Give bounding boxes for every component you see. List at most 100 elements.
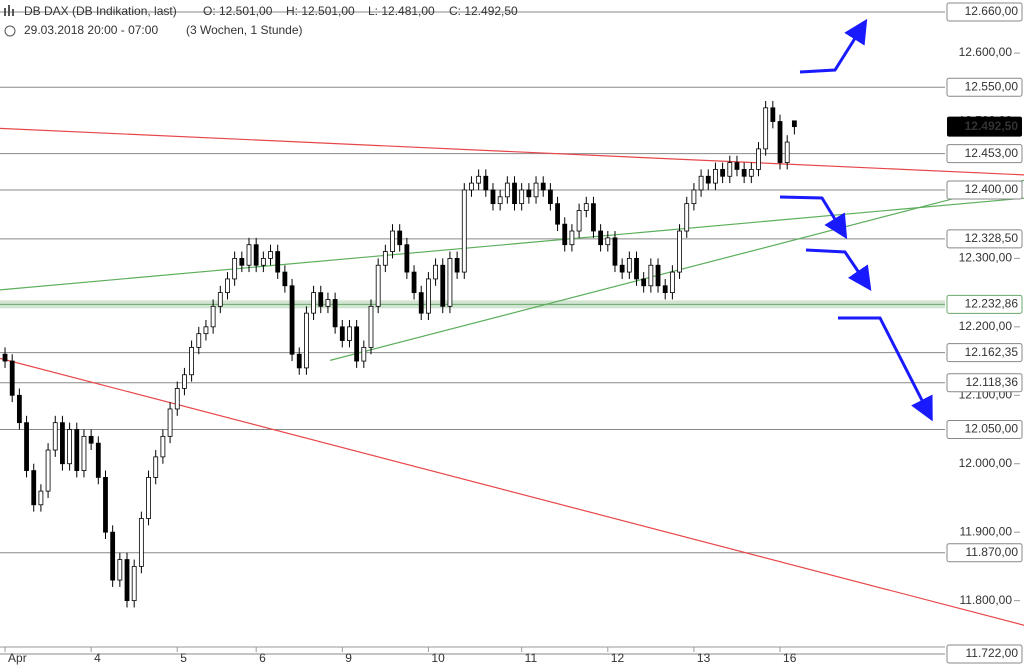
- candle-body: [311, 292, 316, 314]
- level-box: [946, 644, 1023, 664]
- candle-body: [325, 299, 331, 307]
- candle-body: [770, 107, 776, 122]
- candle-body: [174, 388, 180, 410]
- candle-body: [483, 175, 489, 191]
- candle-body: [339, 326, 345, 341]
- candle-body: [662, 285, 668, 294]
- candle-body: [45, 449, 51, 492]
- title: DB DAX (DB Indikation, last): [24, 4, 177, 18]
- candle-body: [469, 182, 474, 191]
- candle-body: [763, 107, 769, 150]
- level-box: [946, 343, 1023, 363]
- y-tick-label: 11.800,00: [960, 593, 1013, 607]
- trend-line: [329, 179, 1024, 361]
- candle-body: [648, 264, 654, 287]
- arrow: [838, 316, 933, 422]
- ohlc: H: 12.501,00: [286, 4, 355, 18]
- candle-body: [282, 271, 288, 287]
- candle-body: [461, 189, 467, 273]
- candle-body: [791, 120, 797, 128]
- candle-body: [146, 477, 151, 519]
- x-tick-label: 11: [525, 651, 538, 665]
- candle-body: [569, 230, 575, 246]
- icon: [12, 9, 14, 16]
- candle-body: [397, 230, 403, 246]
- candle-body: [318, 292, 324, 307]
- x-tick-label: 4: [94, 651, 101, 665]
- trend-line: [0, 197, 1024, 291]
- ohlc: L: 12.481,00: [368, 4, 435, 18]
- candle-body: [547, 189, 553, 205]
- candle-body: [591, 203, 596, 232]
- candle-body: [713, 169, 718, 184]
- plot-area: [0, 11, 1024, 655]
- candle-body: [447, 257, 453, 307]
- current-price-box: [947, 116, 1022, 137]
- level-box: [946, 229, 1023, 249]
- candle-body: [576, 210, 582, 232]
- candle-body: [332, 299, 338, 328]
- level-label: 11.722,00: [966, 646, 1019, 660]
- arrow: [779, 195, 848, 240]
- candle-body: [519, 189, 525, 205]
- candle-body: [260, 257, 266, 266]
- level-box: [946, 294, 1023, 314]
- candle-body: [160, 435, 166, 458]
- level-label: 11.870,00: [966, 545, 1019, 559]
- candle-body: [232, 257, 238, 280]
- candle-body: [110, 531, 116, 581]
- level-label: 12.660,00: [965, 4, 1019, 18]
- candle-body: [619, 264, 625, 273]
- candle-body: [31, 470, 37, 506]
- candle-body: [540, 182, 546, 191]
- candle-body: [354, 326, 360, 362]
- candle-body: [124, 559, 130, 602]
- level-box: [946, 543, 1023, 563]
- candle-body: [103, 477, 108, 533]
- candle-body: [390, 230, 395, 252]
- trend-line: [0, 357, 1024, 626]
- level-box: [946, 420, 1023, 440]
- candle-body: [239, 257, 245, 266]
- level-label: 12.328,50: [965, 231, 1019, 245]
- candle-body: [38, 490, 44, 506]
- arrow: [799, 18, 868, 74]
- candle-body: [512, 182, 517, 205]
- candle-body: [268, 251, 273, 259]
- candle-body: [9, 360, 15, 396]
- candle-body: [727, 162, 733, 177]
- header: DB DAX (DB Indikation, last) O: 12.501,0…: [4, 4, 518, 37]
- candle-body: [16, 394, 22, 424]
- candles: [2, 100, 797, 608]
- x-tick-label: 10: [431, 651, 445, 665]
- candle-body: [669, 271, 675, 294]
- x-tick-label: 16: [783, 651, 797, 665]
- candle-body: [361, 346, 367, 362]
- x-tick-label: 12: [611, 651, 625, 665]
- candle-body: [440, 264, 446, 307]
- level-label: 12.400,00: [965, 182, 1019, 196]
- candle-body: [684, 203, 690, 232]
- scenario-arrows: [779, 18, 933, 422]
- candle-body: [526, 189, 532, 198]
- candle-body: [296, 353, 302, 369]
- candle-body: [153, 456, 159, 478]
- candle-body: [418, 292, 424, 314]
- candle-body: [720, 169, 726, 177]
- candle-body: [756, 148, 761, 170]
- current-price-label: 12.492,50: [965, 119, 1019, 133]
- icon: [8, 5, 10, 16]
- level-label: 12.162,35: [965, 345, 1019, 359]
- x-tick-label: 13: [697, 651, 711, 665]
- x-tick-label: 6: [259, 651, 266, 665]
- candle-body: [476, 175, 482, 184]
- candle-body: [275, 251, 281, 273]
- candle-body: [52, 422, 58, 451]
- candle-body: [497, 196, 503, 205]
- y-tick-label: 11.900,00: [960, 524, 1013, 538]
- candle-body: [24, 422, 29, 471]
- candle-body: [605, 237, 611, 246]
- level-label: 12.050,00: [965, 422, 1019, 436]
- candle-body: [533, 182, 539, 198]
- level-box: [946, 144, 1023, 164]
